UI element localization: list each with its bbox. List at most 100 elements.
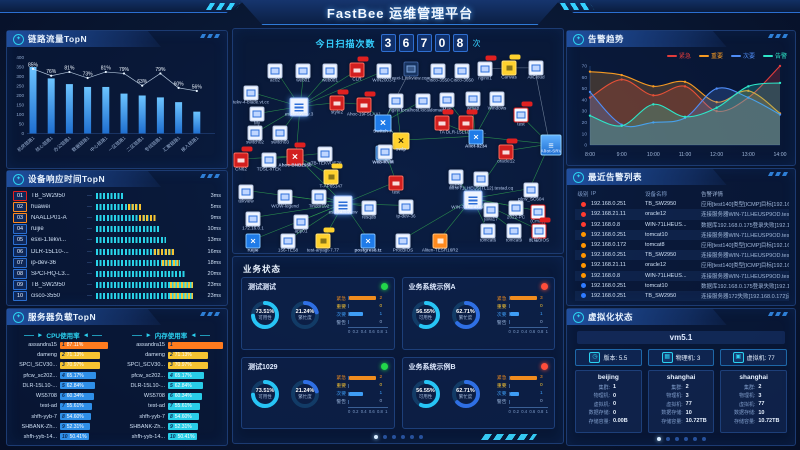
load-value: 54.60% [66,413,84,420]
topology-node[interactable]: Canvas [501,54,521,80]
topology-node[interactable]: DLR-15L10-15.17... [446,109,486,135]
node-icon [526,186,536,194]
topology-node[interactable]: test [513,101,533,127]
topology-node[interactable]: web001 [322,63,338,83]
topology-node[interactable]: tekview [238,184,254,204]
topology-node[interactable]: WIN-71LHEUSP9OD [451,190,495,210]
topology-node[interactable]: wmap [465,91,481,111]
topology-node[interactable]: tekv-4-blade.vt.cc [233,85,269,105]
topology-node[interactable]: esxi-1.tekview.com [392,61,430,81]
topology-node[interactable]: AliCloud [527,60,545,80]
topology-node[interactable]: CLR [349,56,369,82]
topology-node[interactable]: ✕ Switch-A [373,114,393,134]
pagination-dot[interactable] [418,435,423,439]
topology-node[interactable]: style2 [329,89,349,115]
topology-node[interactable]: Cisco-3550 [426,63,450,83]
response-time: 9ms [210,215,221,222]
svg-text:13:00: 13:00 [742,152,755,158]
site-stat-value: 10.72TB [758,418,780,425]
topology-node[interactable]: T-AP65147 [320,163,343,189]
topology-node[interactable]: test [388,175,404,195]
topology-node[interactable]: 156-TE58 [278,233,298,253]
axis-tick: 0.2 [352,329,359,334]
load-value: 54.60% [174,413,192,420]
topology-node[interactable]: tomcat6 [480,223,496,243]
topology-node[interactable]: Aliten-TESR16R2 [422,233,458,253]
topology-node[interactable]: ≡ Aliot-SRV [540,134,562,156]
topology-node[interactable]: 前端BIOS [529,217,551,243]
topology-node[interactable]: Tindor192 [309,189,329,209]
topology-node[interactable]: resqdb [361,200,377,220]
load-row: DLR-15L10-... 5 62.84% [121,382,221,390]
severity-bar-track [348,383,378,388]
topology-node[interactable]: Cisco-3650 [450,63,474,83]
topology-node[interactable]: ✕ postgres8.tz [354,233,382,253]
topology-node[interactable]: ✕ Aliot-9234 [465,129,487,149]
topology-node[interactable]: ✕ Ahoc-BNB2950 [278,142,312,168]
node-icon [360,103,368,107]
topology-node[interactable]: TDSL-xTEK [257,152,281,172]
topology-node[interactable]: localfast [377,144,393,164]
topology-node[interactable]: Ahoc-19FSLAX1 [347,91,381,117]
device-name: TB_SW2950 [31,193,66,199]
device-cell: TB_SW2950 [645,252,677,259]
topology-node[interactable]: WOW-legend [271,189,299,209]
topology-node[interactable]: nginx1 [477,55,497,81]
pagination-dot[interactable] [373,435,378,439]
level-cell [575,262,591,268]
topology-node[interactable]: CN62 [233,146,253,172]
topology-node[interactable]: (Cmap) [530,204,546,224]
topology-node[interactable]: ac02 [267,63,283,83]
topology-node[interactable]: switch02 [246,125,264,145]
topology-node[interactable]: app01 [293,214,309,234]
node-icon [294,103,304,111]
pagination-dot[interactable] [692,437,697,441]
topology-node[interactable]: pfcw_SC604 [518,182,544,202]
topology-node[interactable]: tomcat9 [506,223,522,243]
pagination-dot[interactable] [382,435,387,439]
legend-item[interactable]: 重要 [698,51,723,60]
topology-node[interactable]: esxi-2.tekview [329,195,357,215]
response-bar [96,292,193,299]
legend-item[interactable]: 告警 [762,51,787,60]
topology-node[interactable]: WIN2003-1 [372,63,396,83]
pagination-dot[interactable] [656,437,661,441]
topology-node[interactable]: ✕ swlp [392,132,410,152]
topology-node[interactable]: 2022-PC [507,200,525,220]
alarm-tag [331,163,343,169]
topology-node[interactable]: nginx1 [388,93,404,113]
topology-node[interactable]: test-aryagt-7.77 [307,227,339,253]
topology-node[interactable]: WIN-71LHEUS(TL12).testad.cq [449,171,513,191]
pagination-dot[interactable] [701,437,706,441]
topology-node[interactable]: TA [434,109,454,135]
topology-node[interactable]: ✕ ruijie [245,233,261,253]
topology-node[interactable]: 172.16.0.1 [242,211,264,231]
topology-node[interactable]: ProcBIOS [393,233,413,253]
topology-node[interactable]: Map [439,92,455,112]
topology-node[interactable]: web01 [295,63,311,83]
topology-node[interactable]: My [249,106,265,126]
load-rank: 6 [170,393,173,400]
topology-node[interactable]: oracle12 [497,138,518,164]
alarm-tag [364,91,376,97]
pagination-dot[interactable] [683,437,688,441]
topology-node[interactable]: xTB-TEKVUE78 [308,146,342,166]
pagination-dot[interactable] [674,437,679,441]
pagination-dot[interactable] [409,435,414,439]
topology-node[interactable]: java17 [483,202,499,222]
pagination-dot[interactable] [391,435,396,439]
topology-node[interactable]: ce128 [448,169,464,189]
topology-node[interactable]: Windows [488,91,506,111]
level-dot [580,211,586,217]
legend-item[interactable]: 次要 [730,51,755,60]
topology-node[interactable]: esxi-tekview.3 [285,97,313,117]
legend-item[interactable]: 紧急 [666,51,691,60]
header-dashes-icon [199,34,223,38]
pagination-dot[interactable] [400,435,405,439]
pagination-dot[interactable] [665,437,670,441]
svg-text:85%: 85% [28,62,39,68]
topology-node[interactable]: switch03 [271,125,289,145]
topology-node[interactable]: ip-dev-36 [396,199,416,219]
severity-mini-chart: 紧急 3 重要 0 次要 1 警告 0 0 0.2 0.4 0.6 0.8 1 [489,375,548,414]
topology-node[interactable]: localhost.localdomain [401,93,445,113]
